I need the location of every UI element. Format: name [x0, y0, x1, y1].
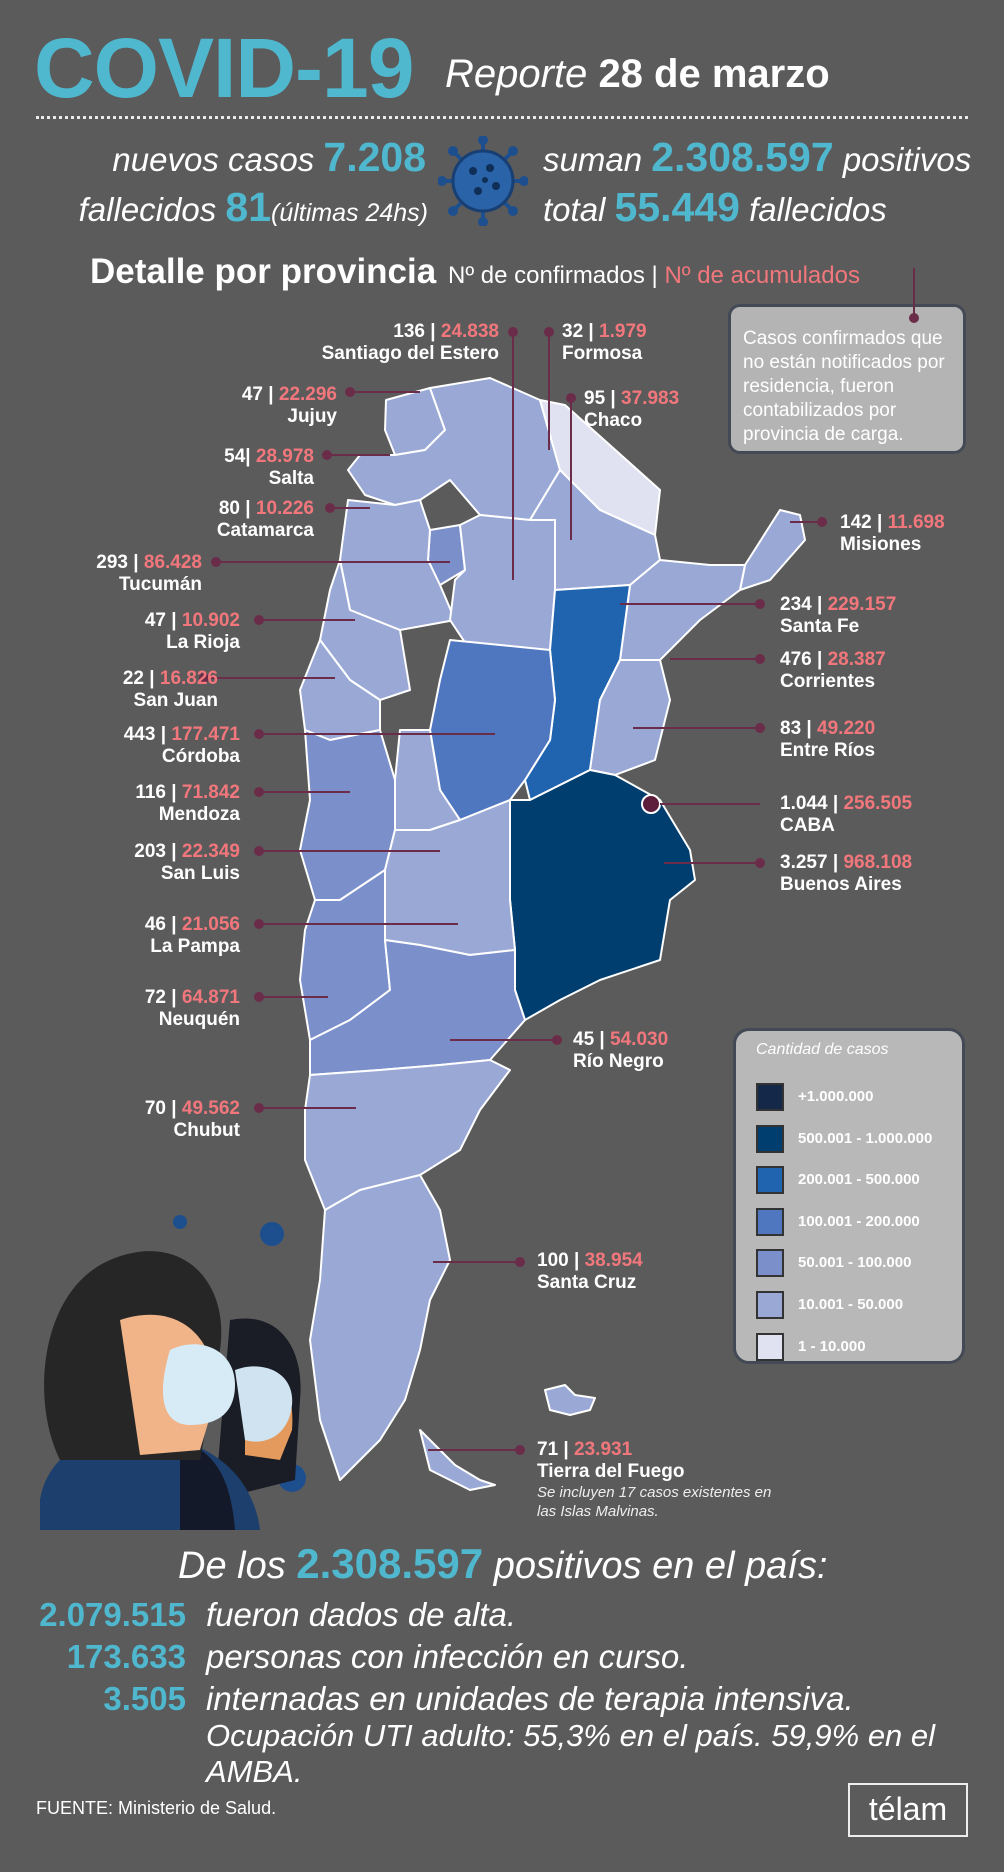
label-corrientes: 476 | 28.387 Corrientes: [780, 649, 886, 692]
province-entre-rios: [589, 659, 671, 776]
legend-swatch: [756, 1208, 784, 1236]
summary-title-pre: De los: [178, 1545, 286, 1587]
deaths-label: fallecidos: [78, 191, 217, 228]
label-jujuy: 47 | 22.296 Jujuy: [241, 384, 337, 427]
deaths-value: 81: [225, 184, 271, 230]
label-la-rioja: 47 | 10.902 La Rioja: [144, 610, 240, 653]
legend-swatch: [756, 1083, 784, 1111]
summary-title-num: 2.308.597: [296, 1540, 484, 1587]
label-catamarca: 80 | 10.226 Catamarca: [216, 498, 314, 541]
total-deaths-pre: total: [543, 191, 606, 228]
label-chubut: 70 | 49.562 Chubut: [144, 1098, 240, 1141]
report-label: Reporte: [445, 52, 588, 96]
label-rio-negro: 45 | 54.030 Río Negro: [573, 1029, 669, 1072]
malvinas-note: Se incluyen 17 casos existentes en las I…: [537, 1484, 772, 1520]
label-tucuman: 293 | 86.428 Tucumán: [96, 552, 202, 595]
total-positive-value: 2.308.597: [651, 134, 834, 180]
label-santa-fe: 234 | 229.157 Santa Fe: [780, 594, 897, 637]
label-cordoba: 443 | 177.471 Córdoba: [123, 724, 240, 767]
label-tierra-del-fuego: 71 | 23.931 Tierra del Fuego: [537, 1439, 685, 1482]
province-tierra-del-fuego: [419, 1429, 496, 1491]
accum-label: Nº de acumulados: [664, 262, 860, 289]
label-formosa: 32 | 1.979 Formosa: [562, 321, 647, 364]
source-footer: FUENTE: Ministerio de Salud.: [36, 1798, 277, 1818]
discharged-text: fueron dados de alta.: [206, 1596, 517, 1633]
total-deaths-post: fallecidos: [749, 191, 887, 228]
label-san-juan: 22 | 16.826 San Juan: [122, 668, 218, 711]
deaths-stat: fallecidos 81(últimas 24hs): [79, 184, 428, 231]
legend-swatch: [756, 1333, 784, 1361]
note-box: Casos confirmados que no están notificad…: [728, 304, 966, 454]
summary-title: De los 2.308.597 positivos en el país:: [178, 1540, 827, 1588]
label-la-pampa: 46 | 21.056 La Pampa: [144, 914, 240, 957]
telam-logo: télam: [848, 1783, 968, 1837]
label-san-luis: 203 | 22.349 San Luis: [134, 841, 240, 884]
deaths-note: (últimas 24hs): [271, 199, 428, 227]
legend: Cantidad de casos +1.000.000 500.001 - 1…: [733, 1028, 965, 1364]
report-date: Reporte 28 de marzo: [445, 52, 830, 97]
legend-title: Cantidad de casos: [756, 1041, 889, 1058]
label-santiago: 136 | 24.838 Santiago del Estero: [321, 321, 499, 364]
icu-text: internadas en unidades de terapia intens…: [206, 1680, 854, 1717]
label-chaco: 95 | 37.983 Chaco: [584, 388, 680, 431]
new-cases-value: 7.208: [323, 134, 426, 180]
detail-title: Detalle por provincia: [90, 252, 437, 291]
label-caba: 1.044 | 256.505 CABA: [780, 793, 913, 836]
active-number: 173.633: [66, 1638, 186, 1675]
icu-number: 3.505: [103, 1680, 186, 1717]
icu-occupancy: Ocupación UTI adulto: 55,3% en el país. …: [206, 1718, 936, 1789]
virus-icon: [437, 135, 529, 227]
date-text: 28 de marzo: [598, 52, 830, 96]
dotted-divider: [36, 116, 968, 119]
masked-people-illustration: [40, 1215, 306, 1530]
detail-subtitle: Nº de confirmados | Nº de acumulados: [448, 262, 860, 290]
label-buenos-aires: 3.257 | 968.108 Buenos Aires: [780, 852, 913, 895]
total-label-post: positivos: [842, 141, 972, 178]
label-entre-rios: 83 | 49.220 Entre Ríos: [780, 718, 876, 761]
discharged-number: 2.079.515: [39, 1596, 186, 1633]
legend-swatch: [756, 1291, 784, 1319]
province-chubut: [304, 1059, 511, 1211]
detail-separator: |: [651, 262, 658, 289]
legend-swatch: [756, 1166, 784, 1194]
total-deaths-value: 55.449: [614, 184, 740, 230]
confirmed-label: Nº de confirmados: [448, 262, 645, 289]
total-positive-stat: suman 2.308.597 positivos: [543, 134, 971, 181]
summary-title-post: positivos en el país:: [493, 1545, 828, 1587]
page-title: COVID-19: [34, 21, 414, 115]
legend-swatch: [756, 1249, 784, 1277]
total-label-pre: suman: [543, 141, 643, 178]
label-salta: 54| 28.978 Salta: [224, 446, 314, 489]
total-deaths-stat: total 55.449 fallecidos: [543, 184, 887, 231]
islas-malvinas: [544, 1384, 596, 1416]
label-misiones: 142 | 11.698 Misiones: [840, 512, 945, 555]
label-santa-cruz: 100 | 38.954 Santa Cruz: [537, 1250, 643, 1293]
legend-swatch: [756, 1125, 784, 1153]
new-cases-label: nuevos casos: [112, 141, 315, 178]
active-text: personas con infección en curso.: [206, 1638, 689, 1675]
label-neuquen: 72 | 64.871 Neuquén: [144, 987, 240, 1030]
label-mendoza: 116 | 71.842 Mendoza: [135, 782, 240, 825]
new-cases-stat: nuevos casos 7.208: [112, 134, 426, 181]
province-santa-cruz: [309, 1174, 451, 1481]
